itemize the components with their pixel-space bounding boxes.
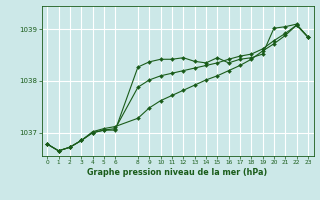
- X-axis label: Graphe pression niveau de la mer (hPa): Graphe pression niveau de la mer (hPa): [87, 168, 268, 177]
